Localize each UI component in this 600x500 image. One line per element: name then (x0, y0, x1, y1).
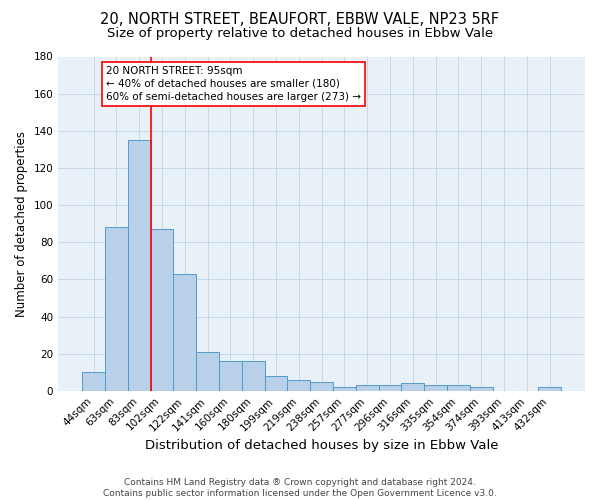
Bar (242, 361, 265, 391)
Bar (470, 387, 493, 391)
Bar (379, 386, 401, 391)
Text: 20, NORTH STREET, BEAUFORT, EBBW VALE, NP23 5RF: 20, NORTH STREET, BEAUFORT, EBBW VALE, N… (100, 12, 500, 28)
Bar (356, 386, 379, 391)
Bar (105, 228, 128, 391)
Bar (219, 361, 242, 391)
Bar (401, 384, 424, 391)
Bar (538, 387, 561, 391)
X-axis label: Distribution of detached houses by size in Ebbw Vale: Distribution of detached houses by size … (145, 440, 499, 452)
Bar (287, 380, 310, 391)
Y-axis label: Number of detached properties: Number of detached properties (15, 130, 28, 316)
Bar (310, 382, 333, 391)
Text: 20 NORTH STREET: 95sqm
← 40% of detached houses are smaller (180)
60% of semi-de: 20 NORTH STREET: 95sqm ← 40% of detached… (106, 66, 361, 102)
Bar (82, 372, 105, 391)
Bar (447, 386, 470, 391)
Bar (173, 274, 196, 391)
Bar (265, 376, 287, 391)
Bar (128, 140, 151, 391)
Bar (196, 352, 219, 391)
Text: Contains HM Land Registry data ® Crown copyright and database right 2024.
Contai: Contains HM Land Registry data ® Crown c… (103, 478, 497, 498)
Bar (424, 386, 447, 391)
Bar (151, 229, 173, 391)
Bar (333, 387, 356, 391)
Text: Size of property relative to detached houses in Ebbw Vale: Size of property relative to detached ho… (107, 28, 493, 40)
